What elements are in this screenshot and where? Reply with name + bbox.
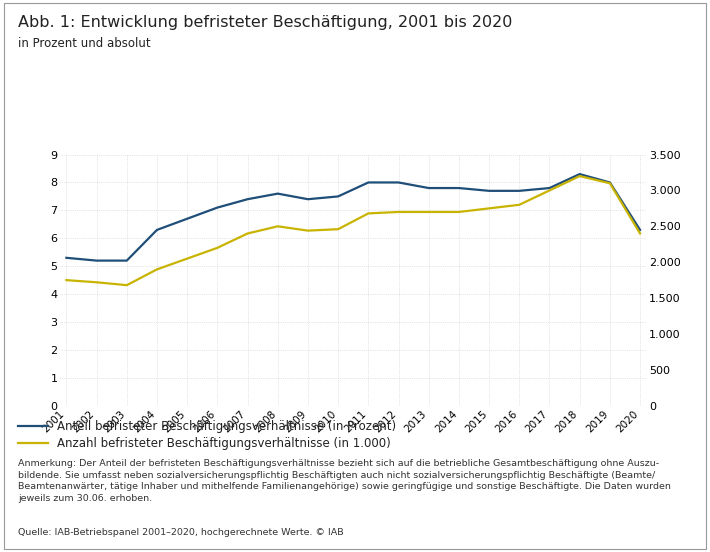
Text: in Prozent und absolut: in Prozent und absolut <box>18 37 151 50</box>
Text: Abb. 1: Entwicklung befristeter Beschäftigung, 2001 bis 2020: Abb. 1: Entwicklung befristeter Beschäft… <box>18 15 512 30</box>
Text: Anmerkung: Der Anteil der befristeten Beschäftigungsverhältnisse bezieht sich au: Anmerkung: Der Anteil der befristeten Be… <box>18 459 671 503</box>
Text: Quelle: IAB-Betriebspanel 2001–2020, hochgerechnete Werte. © IAB: Quelle: IAB-Betriebspanel 2001–2020, hoc… <box>18 528 344 537</box>
Text: Anzahl befristeter Beschäftigungsverhältnisse (in 1.000): Anzahl befristeter Beschäftigungsverhält… <box>57 437 391 450</box>
Text: Anteil befristeter Beschäftigungsverhältnisse (in Prozent): Anteil befristeter Beschäftigungsverhält… <box>57 420 396 433</box>
